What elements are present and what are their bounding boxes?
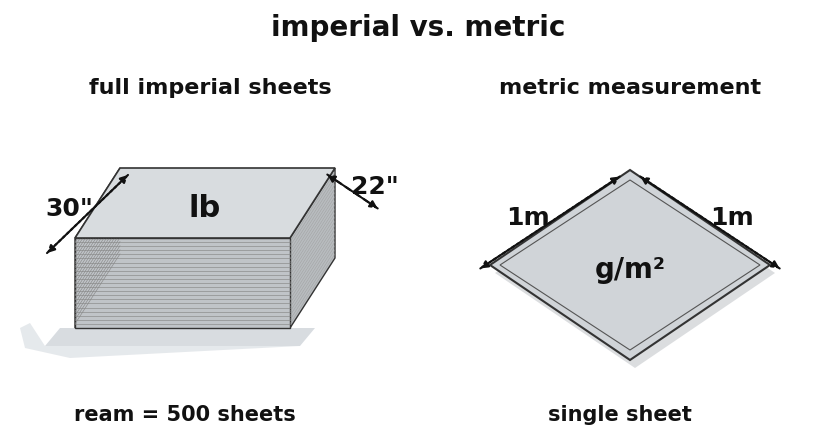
Text: 30": 30"	[45, 197, 94, 221]
Text: full imperial sheets: full imperial sheets	[89, 78, 331, 98]
Polygon shape	[75, 168, 334, 238]
Text: lb: lb	[189, 194, 221, 222]
Polygon shape	[20, 323, 299, 358]
Text: single sheet: single sheet	[548, 405, 691, 425]
Text: metric measurement: metric measurement	[498, 78, 760, 98]
Text: 1m: 1m	[506, 206, 549, 230]
Text: ream = 500 sheets: ream = 500 sheets	[74, 405, 295, 425]
Polygon shape	[489, 170, 769, 360]
Text: g/m²: g/m²	[594, 256, 665, 284]
Polygon shape	[289, 168, 334, 328]
Polygon shape	[45, 328, 314, 346]
Polygon shape	[75, 238, 289, 328]
Text: imperial vs. metric: imperial vs. metric	[271, 14, 564, 42]
Text: 1m: 1m	[709, 206, 753, 230]
Polygon shape	[75, 168, 120, 328]
Text: 22": 22"	[350, 174, 398, 198]
Polygon shape	[494, 178, 774, 368]
